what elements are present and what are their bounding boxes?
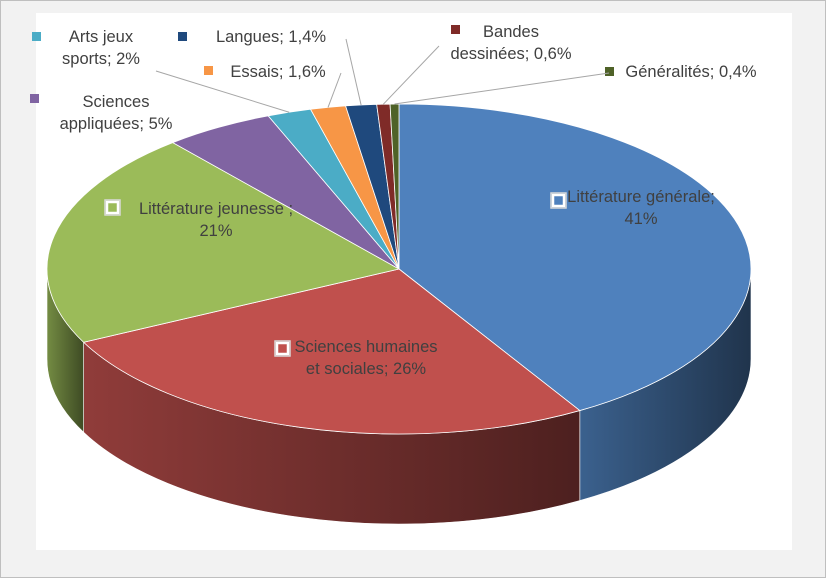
legend-key (551, 193, 566, 208)
legend-key-outline (274, 340, 291, 357)
legend-key (178, 32, 187, 41)
legend-key (605, 67, 614, 76)
data-label: Sciences humaines et sociales; 26% (294, 338, 438, 378)
data-label: Langues; 1,4% (215, 28, 327, 46)
data-label: Bandes dessinées; 0,6% (450, 23, 572, 63)
slice (398, 103, 752, 412)
legend-key-outline (550, 192, 567, 209)
slice (46, 142, 401, 343)
legend-key (30, 94, 39, 103)
data-label: Littérature jeunesse ; 21% (138, 200, 294, 240)
data-label: Sciences appliquées; 5% (59, 93, 173, 133)
slice (82, 268, 581, 435)
legend-key (451, 25, 460, 34)
leader-line (155, 70, 290, 113)
data-label: Généralités; 0,4% (625, 63, 757, 81)
legend-key (275, 341, 290, 356)
legend-key (204, 66, 213, 75)
data-label: Essais; 1,6% (230, 63, 326, 81)
legend-key-outline (104, 199, 121, 216)
leader-line (394, 72, 610, 105)
data-label: Arts jeux sports; 2% (62, 28, 140, 68)
legend-key (105, 200, 120, 215)
leader-line (327, 72, 342, 108)
legend-key (32, 32, 41, 41)
data-label: Littérature générale; 41% (567, 188, 715, 228)
leader-line (383, 45, 440, 105)
leader-line (345, 38, 362, 106)
